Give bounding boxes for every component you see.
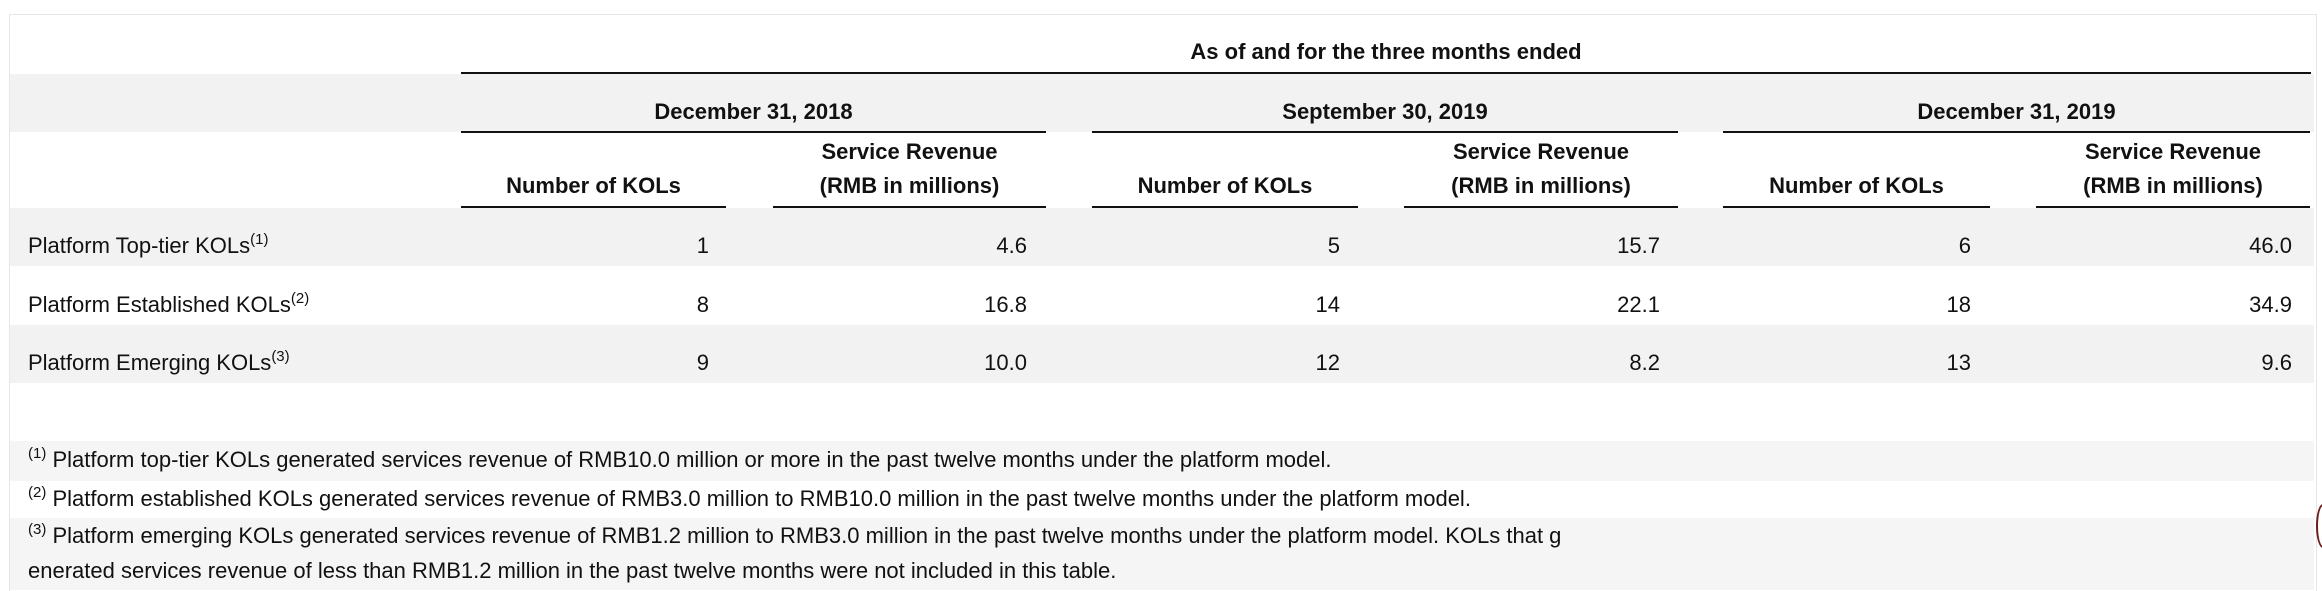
col-header-revenue-2-line2: (RMB in millions) <box>1451 173 1631 198</box>
cell-r2-revenue-3: 34.9 <box>2249 292 2292 317</box>
col-header-revenue-2-line1: Service Revenue <box>1452 139 1630 164</box>
period-header-band <box>10 74 2314 132</box>
row-label-established: Platform Established KOLs(2) <box>28 290 310 317</box>
top-header: As of and for the three months ended <box>1190 39 1582 64</box>
cell-r2-number-2: 14 <box>1315 292 1340 317</box>
footnote-3-continuation: enerated services revenue of less than R… <box>28 558 1117 583</box>
cell-r2-number-3: 18 <box>1946 292 1971 317</box>
footnote-2: (2) Platform established KOLs generated … <box>28 484 1471 511</box>
col-rule-revenue-2 <box>1404 206 1678 208</box>
cell-r3-number-3: 13 <box>1946 350 1971 375</box>
col-header-revenue-3-line2: (RMB in millions) <box>2083 173 2263 198</box>
cell-r3-revenue-1: 10.0 <box>984 350 1027 375</box>
cell-r3-number-1: 9 <box>696 350 709 375</box>
period-rule-3 <box>1723 131 2310 133</box>
col-rule-number-3 <box>1723 206 1990 208</box>
cell-r2-revenue-1: 16.8 <box>984 292 1027 317</box>
cell-r1-revenue-1: 4.6 <box>996 233 1027 258</box>
footnote-1: (1) Platform top-tier KOLs generated ser… <box>28 445 1332 472</box>
col-rule-number-2 <box>1092 206 1358 208</box>
period-header-3: December 31, 2019 <box>1917 99 2116 124</box>
row-label-top-tier: Platform Top-tier KOLs(1) <box>28 231 269 258</box>
row-band-1 <box>10 208 2314 266</box>
period-header-2: September 30, 2019 <box>1282 99 1488 124</box>
col-rule-revenue-1 <box>773 206 1046 208</box>
cell-r3-revenue-3: 9.6 <box>2261 350 2292 375</box>
cell-r2-revenue-2: 22.1 <box>1617 292 1660 317</box>
cell-r1-revenue-2: 15.7 <box>1617 233 1660 258</box>
cell-r1-number-2: 5 <box>1327 233 1340 258</box>
table-frame <box>9 14 2317 591</box>
footnote-3: (3) Platform emerging KOLs generated ser… <box>28 521 1562 548</box>
footnote-band-1 <box>10 441 2314 481</box>
col-rule-number-1 <box>461 206 726 208</box>
row-label-emerging: Platform Emerging KOLs(3) <box>28 348 290 375</box>
period-header-1: December 31, 2018 <box>654 99 853 124</box>
col-header-revenue-1-line1: Service Revenue <box>821 139 998 164</box>
period-rule-1 <box>461 131 1046 133</box>
cell-r1-number-3: 6 <box>1958 233 1971 258</box>
cell-r1-number-1: 1 <box>696 233 709 258</box>
col-rule-revenue-3 <box>2036 206 2310 208</box>
cell-r3-revenue-2: 8.2 <box>1629 350 1660 375</box>
row-band-3 <box>10 325 2314 383</box>
top-header-rule <box>461 72 2311 74</box>
period-rule-2 <box>1092 131 1678 133</box>
cell-r1-revenue-3: 46.0 <box>2249 233 2292 258</box>
cell-r3-number-2: 12 <box>1315 350 1340 375</box>
col-header-number-1: Number of KOLs <box>506 173 681 198</box>
col-header-revenue-3-line1: Service Revenue <box>2084 139 2262 164</box>
cell-r2-number-1: 8 <box>696 292 709 317</box>
footnote-band-3 <box>10 518 2314 590</box>
col-header-revenue-1-line2: (RMB in millions) <box>819 173 1000 198</box>
col-header-number-3: Number of KOLs <box>1769 173 1944 198</box>
col-header-number-2: Number of KOLs <box>1137 173 1313 198</box>
